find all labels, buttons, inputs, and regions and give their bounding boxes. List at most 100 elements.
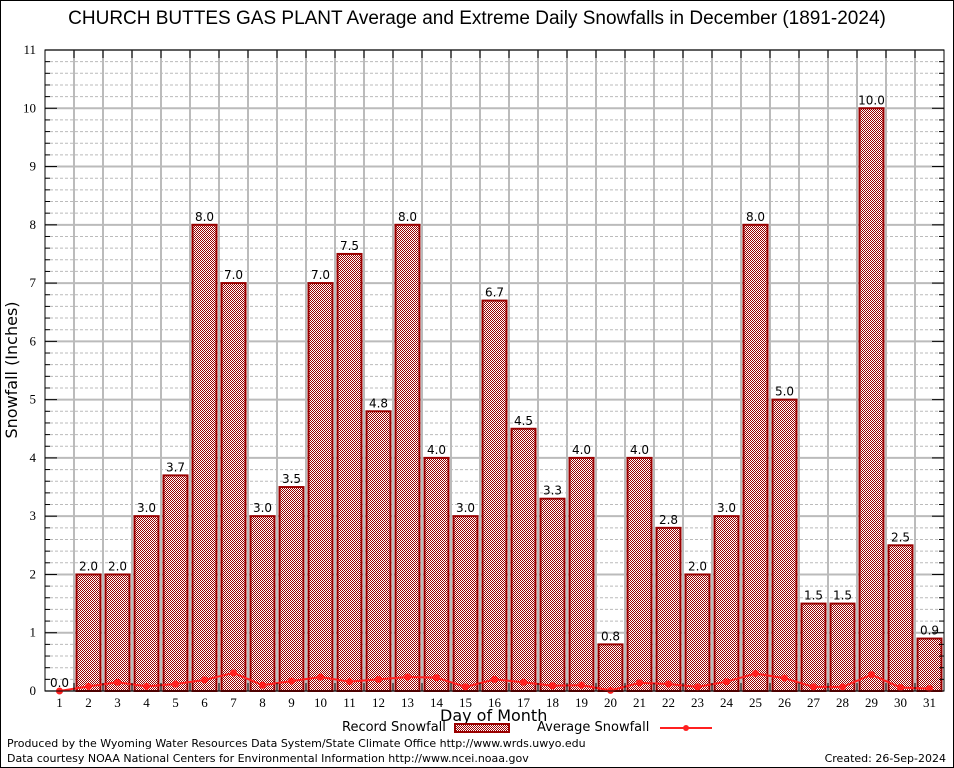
y-tick-label: 10 — [23, 100, 36, 115]
average-point — [694, 683, 701, 691]
bar-value-label: 7.0 — [311, 268, 330, 282]
record-bar — [394, 223, 421, 692]
y-tick-label: 8 — [30, 217, 37, 232]
legend-average-snowfall: Average Snowfall — [537, 720, 714, 735]
average-point — [752, 670, 759, 678]
x-tick-label: 3 — [114, 695, 121, 710]
legend-swatch-record — [454, 722, 511, 733]
x-tick-label: 18 — [546, 695, 559, 710]
x-tick-label: 28 — [836, 695, 849, 710]
legend-swatch-average — [659, 724, 712, 731]
x-tick-label: 10 — [314, 695, 327, 710]
legend-label-average: Average Snowfall — [537, 720, 650, 735]
chart-title: CHURCH BUTTES GAS PLANT Average and Extr… — [68, 8, 886, 29]
record-bar — [858, 107, 885, 693]
x-tick-label: 26 — [778, 695, 792, 710]
bar-value-label: 3.0 — [717, 501, 736, 515]
record-bar — [742, 223, 769, 692]
x-tick-label: 31 — [923, 695, 936, 710]
bar-value-label: 2.5 — [891, 530, 910, 544]
bar-value-label: 1.5 — [804, 589, 823, 603]
legend-label-record: Record Snowfall — [342, 720, 446, 735]
bar-value-label: 8.0 — [195, 210, 214, 224]
average-point — [201, 676, 208, 684]
x-tick-label: 19 — [575, 695, 588, 710]
record-bar — [916, 637, 943, 693]
average-snowfall-line — [56, 669, 933, 695]
footer-data-courtesy: Data courtesy NOAA National Centers for … — [7, 752, 529, 765]
record-bar — [829, 602, 856, 692]
bar-value-label: 0.9 — [920, 624, 939, 638]
footer-created: Created: 26-Sep-2024 — [824, 752, 946, 765]
record-bar — [597, 643, 624, 693]
average-point — [549, 682, 556, 690]
record-bar — [887, 544, 914, 692]
record-bar — [133, 515, 160, 692]
average-point — [172, 680, 179, 688]
record-bar — [771, 398, 798, 692]
bar-value-label: 6.7 — [485, 286, 504, 300]
average-point — [520, 678, 527, 686]
record-bar — [191, 223, 218, 692]
bar-value-label: 4.0 — [427, 443, 446, 457]
x-tick-label: 2 — [85, 695, 92, 710]
bar-value-label: 3.3 — [543, 484, 562, 498]
x-tick-label: 20 — [604, 695, 617, 710]
record-bar — [452, 515, 479, 692]
record-bar — [481, 299, 508, 692]
bar-value-label: 10.0 — [858, 93, 885, 107]
x-tick-label: 12 — [372, 695, 385, 710]
x-tick-label: 25 — [749, 695, 762, 710]
average-point — [839, 683, 846, 691]
bar-value-label: 2.0 — [688, 559, 707, 573]
average-point — [230, 669, 237, 677]
bar-value-label: 3.0 — [137, 501, 156, 515]
record-bar — [423, 456, 450, 692]
x-tick-label: 8 — [259, 695, 266, 710]
record-bar — [249, 515, 276, 692]
record-bar — [713, 515, 740, 692]
average-point — [810, 683, 817, 691]
average-point — [317, 673, 324, 681]
record-bar — [307, 282, 334, 692]
x-tick-label: 23 — [691, 695, 704, 710]
average-point — [346, 678, 353, 686]
record-bar — [626, 456, 653, 692]
average-point — [897, 684, 904, 692]
y-tick-label: 7 — [30, 275, 37, 290]
bar-value-label: 4.0 — [630, 443, 649, 457]
average-point — [491, 675, 498, 683]
average-point — [288, 677, 295, 685]
average-point — [433, 674, 440, 682]
record-bar — [365, 410, 392, 692]
y-tick-label: 2 — [30, 566, 37, 581]
bar-value-label: 4.5 — [514, 414, 533, 428]
x-tick-label: 27 — [807, 695, 821, 710]
y-axis-label: Snowfall (Inches) — [2, 301, 21, 438]
record-bar — [220, 282, 247, 692]
record-bar — [336, 252, 363, 692]
bar-value-label: 7.0 — [224, 268, 243, 282]
x-tick-label: 16 — [488, 695, 502, 710]
bar-value-label: 5.0 — [775, 385, 794, 399]
record-bar — [104, 573, 131, 692]
record-bar — [75, 573, 102, 692]
y-tick-label: 5 — [30, 392, 37, 407]
average-point — [404, 673, 411, 681]
average-point — [143, 682, 150, 690]
average-point — [114, 678, 121, 686]
record-bar — [568, 456, 595, 692]
x-tick-label: 1 — [56, 695, 63, 710]
record-bar — [162, 474, 189, 692]
x-tick-label: 17 — [517, 695, 531, 710]
y-tick-label: 1 — [30, 625, 37, 640]
bar-value-label: 4.0 — [572, 443, 591, 457]
bar-value-label: 0.8 — [601, 629, 620, 643]
average-point — [259, 681, 266, 689]
x-tick-label: 14 — [430, 695, 444, 710]
average-point — [375, 675, 382, 683]
bar-value-label: 8.0 — [746, 210, 765, 224]
y-tick-label: 11 — [23, 42, 36, 57]
y-tick-label: 4 — [30, 450, 37, 465]
bar-value-label: 3.5 — [282, 472, 301, 486]
